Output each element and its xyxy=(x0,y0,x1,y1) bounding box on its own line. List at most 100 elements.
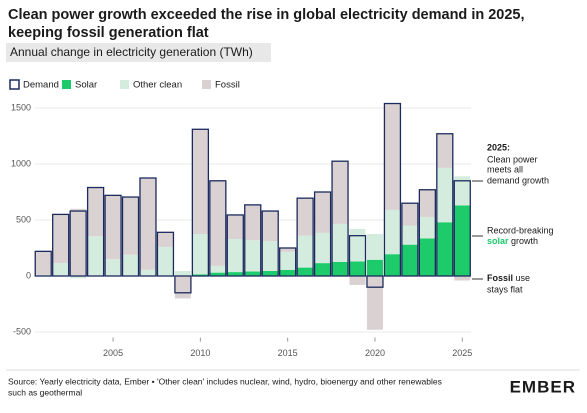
bar-segment xyxy=(87,236,104,276)
demand-box xyxy=(436,133,454,277)
bars xyxy=(34,102,471,330)
y-tick-label: 1500 xyxy=(11,102,31,112)
y-tick-label: 0 xyxy=(26,270,31,280)
demand-box xyxy=(209,180,227,277)
bar-segment xyxy=(157,246,174,276)
bar-segment xyxy=(35,251,52,275)
x-tick-label: 2005 xyxy=(103,348,123,358)
logo: EMBER xyxy=(510,377,576,396)
bar-segment xyxy=(122,197,139,255)
demand-box xyxy=(191,128,210,277)
bar-segment xyxy=(384,254,401,276)
bar-segment xyxy=(244,271,261,276)
annotation: demand growth xyxy=(487,175,549,185)
legend-label: Other clean xyxy=(133,80,182,91)
subtitle-bg xyxy=(6,43,271,62)
demand-box xyxy=(86,186,105,277)
annotation: meets all xyxy=(487,164,523,174)
bar-segment xyxy=(332,262,349,276)
bar-segment xyxy=(314,232,331,264)
bar-segment xyxy=(174,276,191,299)
demand-box xyxy=(139,177,157,277)
bar-segment xyxy=(436,134,453,168)
bar-segment xyxy=(454,176,471,206)
bar-segment xyxy=(297,267,314,276)
demand-box xyxy=(174,275,192,294)
bar-segment xyxy=(332,223,349,262)
bar-segment xyxy=(209,272,226,276)
x-tick-label: 2020 xyxy=(365,348,385,358)
demand-box xyxy=(69,210,87,277)
demand-box xyxy=(453,180,471,277)
y-tick-label: -500 xyxy=(13,326,31,336)
source: such as geothermal xyxy=(8,387,82,397)
bar-segment xyxy=(105,259,122,276)
bar-segment xyxy=(349,261,366,276)
bar-segment xyxy=(244,204,261,241)
bar-segment xyxy=(209,265,226,273)
demand-box xyxy=(348,235,367,277)
demand-box xyxy=(401,202,419,277)
bar-segment xyxy=(384,103,401,210)
annotation-bold: solar xyxy=(487,236,509,246)
annotation-bold: Fossil xyxy=(487,273,513,283)
bar-segment xyxy=(454,276,471,281)
annotation: use xyxy=(516,273,531,283)
bar-segment xyxy=(192,129,209,234)
grid: -500 0 500 1000 1500 2005 2010 2015 2020 2025 xyxy=(11,102,472,358)
bar-segment xyxy=(297,198,314,236)
y-tick-label: 1000 xyxy=(11,158,31,168)
demand-box xyxy=(261,210,279,277)
bar-segment xyxy=(105,195,122,260)
bar-segment xyxy=(419,189,436,218)
legend-swatch xyxy=(202,80,211,89)
bar-segment xyxy=(436,167,453,223)
bar-segment xyxy=(419,217,436,239)
bar-segment xyxy=(401,244,418,276)
bar-segment xyxy=(279,248,296,252)
bar-segment xyxy=(192,274,209,276)
bar-segment xyxy=(227,239,244,273)
bar-segment xyxy=(227,272,244,276)
x-tick-label: 2025 xyxy=(452,348,472,358)
chart-title: keeping fossil generation flat xyxy=(8,25,209,41)
legend-swatch xyxy=(62,80,71,89)
legend-label: Demand xyxy=(23,80,59,91)
demand-box xyxy=(34,250,52,277)
bar-segment xyxy=(279,251,296,270)
annotation: Clean power xyxy=(487,154,538,164)
annotation: stays flat xyxy=(487,284,523,294)
demand-box xyxy=(156,231,175,277)
bar-segment xyxy=(122,254,139,276)
bar-segment xyxy=(262,241,279,271)
legend-swatch xyxy=(120,80,129,89)
demand-box xyxy=(226,214,244,277)
bar-segment xyxy=(52,214,69,264)
bar-segment xyxy=(244,240,261,272)
source: Source: Yearly electricity data, Ember •… xyxy=(8,376,442,386)
bar-segment xyxy=(52,263,69,276)
bar-segment xyxy=(454,205,471,276)
annotation: solar growth xyxy=(487,236,538,246)
demand-box xyxy=(52,213,70,277)
demand-box xyxy=(331,160,349,277)
bar-segment xyxy=(227,214,244,240)
bar-segment xyxy=(349,228,366,262)
demand-box xyxy=(383,102,402,277)
legend-label: Solar xyxy=(75,80,97,91)
bar-segment xyxy=(70,276,87,279)
bar-segment xyxy=(401,225,418,245)
x-tick-label: 2015 xyxy=(278,348,298,358)
annotation: 2025: xyxy=(487,142,510,152)
demand-box xyxy=(121,196,140,277)
bar-segment xyxy=(87,187,104,237)
bar-segment xyxy=(366,234,383,260)
annotation: Record-breaking xyxy=(487,225,554,235)
bar-segment xyxy=(436,222,453,276)
bar-segment xyxy=(314,263,331,276)
demand-box xyxy=(313,191,332,277)
bar-segment xyxy=(262,211,279,242)
bar-segment xyxy=(139,269,156,276)
bar-segment xyxy=(349,276,366,285)
